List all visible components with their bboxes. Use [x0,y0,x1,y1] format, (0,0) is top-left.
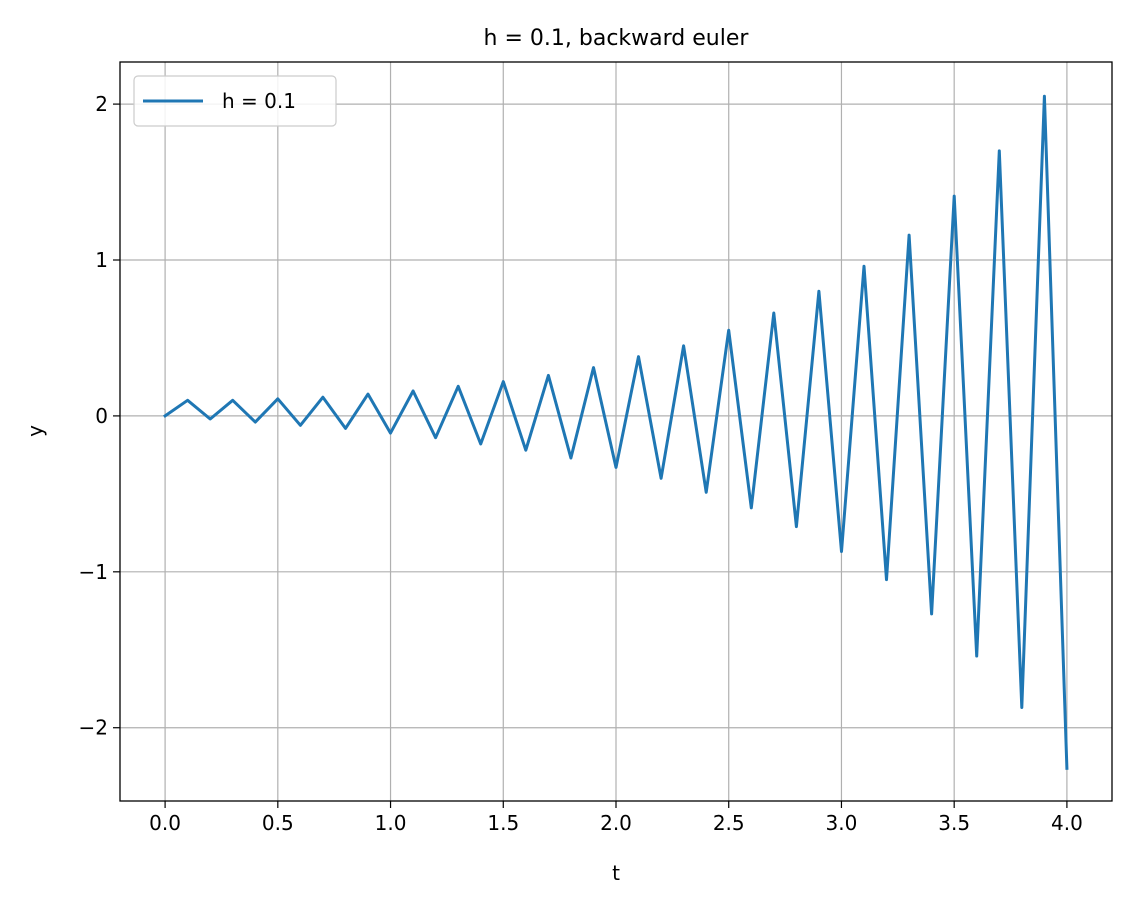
data-point-33 [908,234,911,237]
x-tick-label-2-5: 2.5 [713,811,745,835]
y-axis-label: y [23,425,47,437]
axis-ticks: 0.0 0.5 1.0 1.5 2.0 2.5 3.0 3.5 4.0 −2 −1 0 1 2 [79,92,1083,835]
data-point-8 [344,427,347,430]
chart-title: h = 0.1, backward euler [484,26,750,51]
y-tick-label-2: −2 [79,716,108,740]
data-point-2 [209,418,212,421]
y-tick-label-1: −1 [79,560,108,584]
x-tick-label-1-0: 1.0 [375,811,407,835]
data-point-34 [930,612,933,615]
plot-area [163,94,1069,770]
series-line-h-0-1 [163,94,1069,770]
data-point-11 [412,390,415,393]
data-point-40 [1065,767,1068,770]
data-point-36 [975,655,978,658]
x-tick-label-3-5: 3.5 [938,811,970,835]
data-point-26 [750,506,753,509]
data-point-24 [705,491,708,494]
data-point-0 [164,414,167,417]
data-point-9 [367,393,370,396]
x-tick-label-2-0: 2.0 [600,811,632,835]
data-point-6 [299,424,302,427]
data-point-30 [840,550,843,553]
y-tick-label-0: 0 [95,404,108,428]
data-point-37 [998,149,1001,152]
x-tick-label-4-0: 4.0 [1051,811,1083,835]
data-point-23 [682,344,685,347]
x-tick-label-0-5: 0.5 [262,811,294,835]
data-point-28 [795,525,798,528]
legend-label: h = 0.1 [222,89,296,113]
data-point-32 [885,578,888,581]
data-point-27 [772,312,775,315]
grid [120,62,1112,801]
data-point-7 [321,396,324,399]
x-tick-label-3-0: 3.0 [826,811,858,835]
data-point-14 [479,443,482,446]
legend: h = 0.1 [133,75,337,127]
data-point-38 [1020,706,1023,709]
data-point-13 [457,385,460,388]
data-point-12 [434,436,437,439]
data-point-20 [615,466,618,469]
data-point-21 [637,355,640,358]
legend-box [133,75,337,127]
x-tick-label-0-0: 0.0 [149,811,181,835]
data-point-29 [817,290,820,293]
x-tick-label-1-5: 1.5 [487,811,519,835]
y-tick-label-2: 2 [95,92,108,116]
data-point-31 [863,265,866,268]
data-point-18 [569,457,572,460]
axes-frame [119,61,1113,802]
data-point-22 [660,477,663,480]
data-point-15 [502,380,505,383]
data-point-1 [186,399,189,402]
data-point-19 [592,366,595,369]
data-point-39 [1043,95,1046,98]
data-point-25 [727,329,730,332]
data-point-3 [231,399,234,402]
data-point-16 [524,449,527,452]
data-point-10 [389,432,392,435]
x-axis-label: t [612,861,620,885]
y-tick-label-1: 1 [95,248,108,272]
data-point-17 [547,374,550,377]
data-point-35 [953,195,956,198]
data-point-5 [276,397,279,400]
data-point-4 [254,421,257,424]
